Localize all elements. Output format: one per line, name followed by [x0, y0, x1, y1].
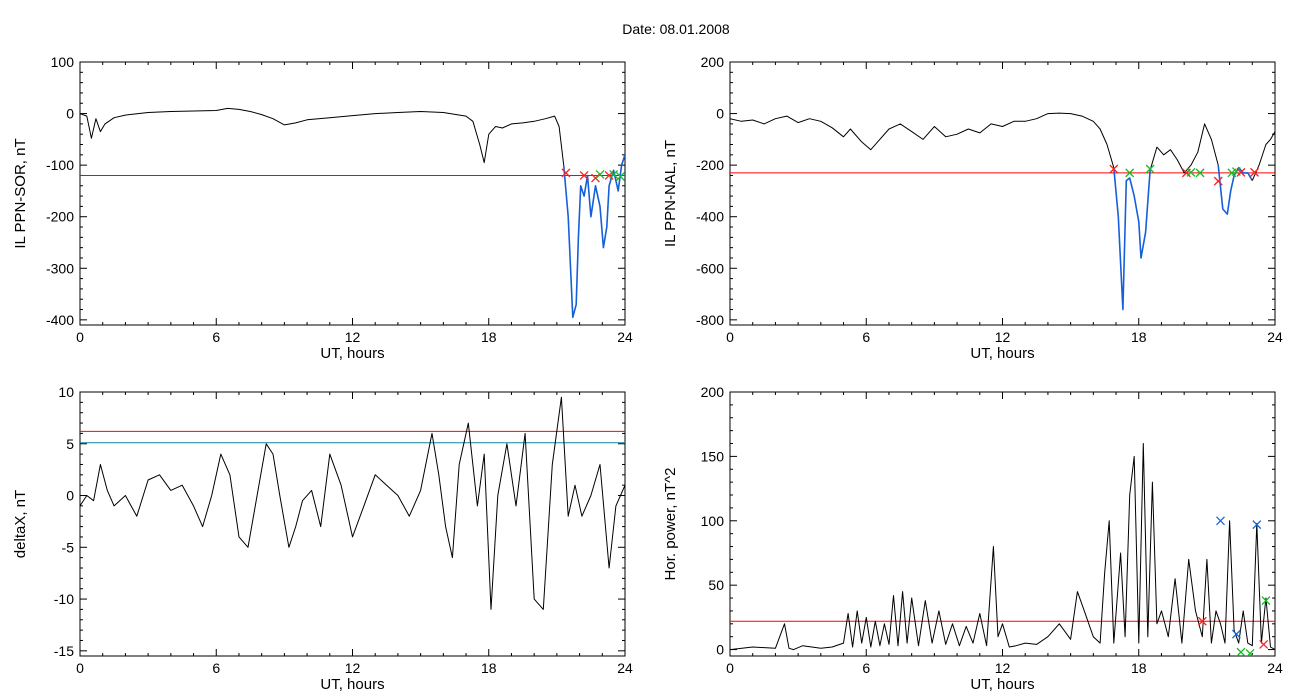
x-tick-label: 0	[76, 329, 84, 345]
y-axis-title: IL PPN-NAL, nT	[662, 140, 679, 247]
data-marker	[1250, 167, 1260, 177]
x-tick-label: 0	[726, 660, 734, 676]
y-tick-label: 100	[51, 54, 75, 70]
data-marker	[1236, 167, 1246, 177]
data-marker	[615, 172, 625, 181]
data-marker	[1216, 516, 1225, 526]
y-tick-label: -100	[46, 157, 74, 173]
y-tick-label: 150	[701, 448, 725, 464]
x-tick-label: 24	[1267, 660, 1283, 676]
y-tick-label: 0	[716, 106, 724, 122]
chart-sor: 0 6 12 18 24 100 0 -100 -200 -300 -400 UT, hours IL …	[12, 54, 633, 362]
x-tick-label: 24	[617, 660, 633, 676]
y-tick-label: -800	[696, 312, 724, 328]
data-marker	[1236, 647, 1246, 656]
data-marker	[1145, 164, 1155, 174]
series-line	[80, 396, 625, 610]
data-marker	[1213, 176, 1223, 186]
x-tick-label: 18	[481, 660, 497, 676]
y-tick-label: -15	[54, 643, 74, 659]
x-tick-label: 6	[862, 660, 870, 676]
data-marker	[1252, 520, 1262, 530]
y-tick-label: 200	[701, 384, 725, 400]
plot-area	[730, 112, 1275, 311]
data-marker	[1261, 596, 1271, 606]
y-tick-label: -600	[696, 260, 724, 276]
chart-power: 0 6 12 18 24 200 150 100 50 0 UT, hours Hor. power,…	[662, 384, 1283, 693]
y-tick-label: -200	[46, 209, 74, 225]
y-axis-title: deltaX, nT	[12, 490, 29, 558]
x-axis-title: UT, hours	[320, 676, 384, 693]
y-tick-label: -300	[46, 260, 74, 276]
x-tick-label: 24	[617, 329, 633, 345]
y-tick-label: 5	[66, 436, 74, 452]
y-tick-label: 50	[708, 577, 724, 593]
series-line	[80, 107, 565, 166]
y-tick-label: 0	[716, 642, 724, 658]
data-marker	[1197, 616, 1207, 626]
plot-area	[80, 107, 625, 319]
data-marker	[1186, 167, 1196, 177]
plot-frame	[729, 61, 1276, 326]
data-marker	[1245, 648, 1255, 656]
y-tick-label: 200	[701, 54, 725, 70]
chart-nal: 0 6 12 18 24 200 0 -200 -400 -600 -800 UT, hours IL …	[662, 54, 1283, 362]
data-marker	[609, 169, 619, 179]
data-marker	[1109, 164, 1119, 174]
x-tick-label: 6	[212, 660, 220, 676]
series-line	[730, 443, 1275, 651]
data-marker	[1195, 168, 1205, 178]
x-axis-title: UT, hours	[970, 345, 1034, 362]
data-marker	[591, 173, 600, 183]
x-tick-label: 18	[1131, 660, 1147, 676]
data-marker	[1125, 168, 1135, 178]
x-tick-label: 12	[995, 329, 1011, 345]
plot-area	[730, 443, 1275, 656]
x-axis-title: UT, hours	[970, 676, 1034, 693]
x-tick-label: 24	[1267, 329, 1283, 345]
y-tick-label: 0	[66, 106, 74, 122]
data-marker	[561, 168, 571, 178]
x-tick-label: 12	[345, 329, 361, 345]
y-tick-label: 100	[701, 513, 725, 529]
data-marker	[1231, 629, 1241, 639]
page-title: Date: 08.01.2008	[622, 21, 730, 37]
x-tick-label: 0	[726, 329, 734, 345]
x-tick-label: 12	[345, 660, 361, 676]
plot-area	[80, 396, 625, 610]
y-tick-label: 0	[66, 488, 74, 504]
y-tick-label: -200	[696, 157, 724, 173]
x-tick-label: 6	[212, 329, 220, 345]
x-tick-label: 18	[481, 329, 497, 345]
chart-deltax: 0 6 12 18 24 10 5 0 -5 -10 -15 UT, hours deltaX, nT	[12, 384, 633, 693]
x-axis-title: UT, hours	[320, 345, 384, 362]
plot-frame	[79, 61, 626, 326]
series-line	[730, 112, 1115, 168]
y-tick-label: -400	[696, 209, 724, 225]
x-tick-label: 6	[862, 329, 870, 345]
y-tick-label: -400	[46, 312, 74, 328]
y-axis-title: Hor. power, nT^2	[662, 468, 679, 581]
y-tick-label: 10	[58, 384, 74, 400]
x-tick-label: 12	[995, 660, 1011, 676]
x-tick-label: 0	[76, 660, 84, 676]
y-axis-title: IL PPN-SOR, nT	[12, 138, 29, 248]
series-line	[1113, 167, 1151, 311]
series-line	[1149, 123, 1219, 174]
y-tick-label: -10	[54, 591, 74, 607]
y-tick-label: -5	[62, 539, 75, 555]
data-marker	[579, 170, 589, 180]
x-tick-label: 18	[1131, 329, 1147, 345]
data-marker	[1259, 639, 1269, 649]
plot-frame	[729, 391, 1276, 657]
data-marker	[595, 169, 605, 179]
